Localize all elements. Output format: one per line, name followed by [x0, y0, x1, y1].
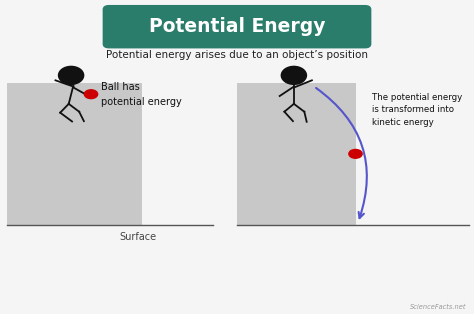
Ellipse shape — [281, 66, 307, 85]
Text: ScienceFacts.net: ScienceFacts.net — [410, 304, 467, 310]
Text: Potential energy arises due to an object’s position: Potential energy arises due to an object… — [106, 50, 368, 60]
Text: Ball has: Ball has — [101, 82, 140, 92]
Circle shape — [84, 90, 98, 99]
Text: potential energy: potential energy — [101, 97, 182, 107]
Ellipse shape — [58, 66, 84, 85]
Text: Potential Energy: Potential Energy — [149, 17, 325, 35]
Text: The potential energy
is transformed into
kinetic energy: The potential energy is transformed into… — [372, 93, 462, 127]
Bar — [237, 83, 356, 225]
Bar — [7, 83, 142, 225]
FancyBboxPatch shape — [103, 6, 371, 48]
Text: Surface: Surface — [119, 232, 156, 242]
Circle shape — [349, 149, 362, 158]
